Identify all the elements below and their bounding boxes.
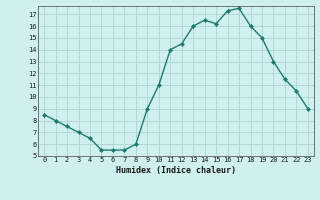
X-axis label: Humidex (Indice chaleur): Humidex (Indice chaleur) <box>116 166 236 175</box>
